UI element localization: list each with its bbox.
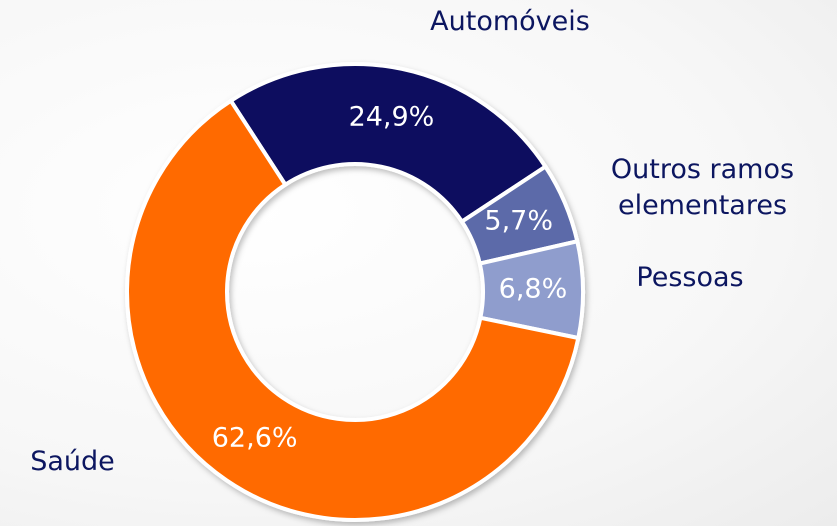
slice <box>125 98 581 522</box>
value-label: 6,8% <box>499 274 568 305</box>
category-label: Outros ramos elementares <box>610 154 795 221</box>
value-label: 62,6% <box>212 423 298 454</box>
slice <box>228 62 549 225</box>
value-label: 24,9% <box>349 101 435 132</box>
donut <box>125 62 585 522</box>
value-label: 5,7% <box>484 206 553 237</box>
category-label: Automóveis <box>430 6 590 37</box>
category-label: Pessoas <box>636 262 744 293</box>
category-label: Saúde <box>30 446 115 477</box>
